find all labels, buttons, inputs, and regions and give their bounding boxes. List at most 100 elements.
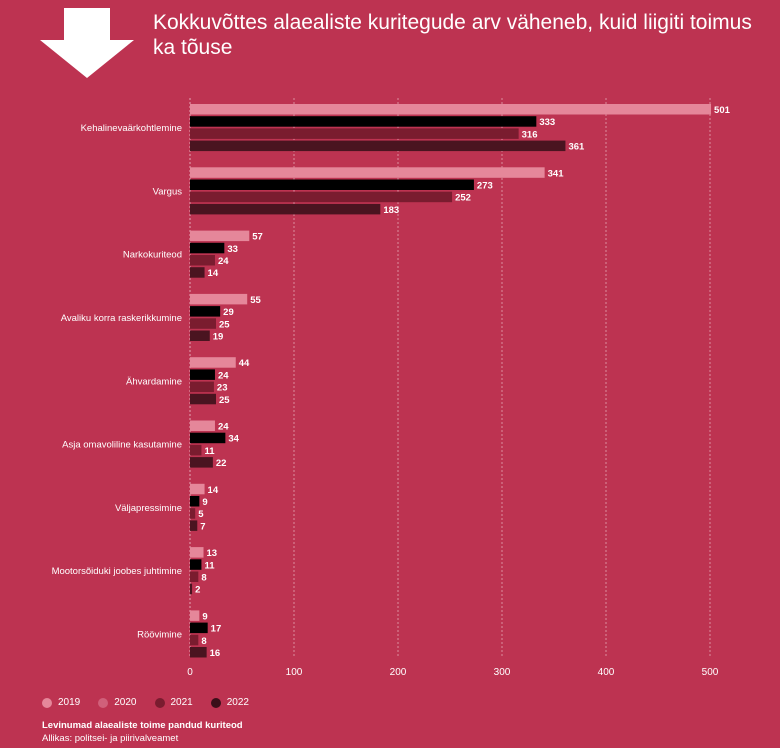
bar-2021 xyxy=(190,318,216,329)
value-label: 183 xyxy=(383,205,399,216)
legend-label: 2021 xyxy=(170,697,193,708)
bar-chart: 5013333163613412732521835733241455292519… xyxy=(52,98,731,678)
bar-2021 xyxy=(190,508,196,519)
value-label: 11 xyxy=(204,446,215,457)
value-label: 361 xyxy=(568,142,585,153)
bar-2019 xyxy=(190,547,204,558)
value-label: 33 xyxy=(227,244,238,255)
value-label: 57 xyxy=(252,232,263,243)
bars xyxy=(190,104,712,658)
category-label: Narkokuriteod xyxy=(123,250,182,261)
bar-2019 xyxy=(190,483,205,495)
legend-swatch xyxy=(210,697,221,708)
value-label: 501 xyxy=(714,105,731,116)
legend-swatch xyxy=(98,697,109,708)
bar-2020 xyxy=(190,496,200,507)
x-tick-label: 200 xyxy=(390,667,407,678)
legend-label: 2019 xyxy=(58,697,81,708)
bar-2020 xyxy=(190,369,215,380)
x-tick-label: 300 xyxy=(494,667,511,678)
chart-title: Kokkuvõttes alaealiste kuritegude arv vä… xyxy=(153,11,752,59)
value-label: 9 xyxy=(202,611,207,622)
bar-2022 xyxy=(190,267,205,278)
value-label: 19 xyxy=(213,332,224,343)
bar-2020 xyxy=(190,116,537,127)
bar-2021 xyxy=(190,634,199,646)
bar-2020 xyxy=(190,622,208,634)
category-labels: Kehalinevaärkohtlemine Vargus Narkokuriteo… xyxy=(52,123,183,640)
bar-2022 xyxy=(190,647,207,658)
bar-2021 xyxy=(190,571,199,582)
bar-2020 xyxy=(190,306,221,317)
legend: 2019 2020 2021 2022 xyxy=(42,697,249,708)
bar-2020 xyxy=(190,179,474,190)
grid-lines xyxy=(189,98,711,658)
category-label: Mootorsõiduki joobes juhtimine xyxy=(52,566,182,577)
category-label: Avaliku korra raskerikkumine xyxy=(61,313,182,324)
value-label: 44 xyxy=(239,358,250,369)
bar-2022 xyxy=(190,393,216,405)
bar-2022 xyxy=(190,140,566,152)
value-label: 34 xyxy=(228,434,239,445)
x-tick-label: 400 xyxy=(598,667,615,678)
category-label: Ähvardamine xyxy=(126,376,182,387)
x-tick-label: 500 xyxy=(702,667,719,678)
value-label: 2 xyxy=(195,585,200,596)
value-label: 29 xyxy=(223,307,234,318)
down-arrow-icon xyxy=(40,8,134,78)
value-labels: 5013333163613412732521835733241455292519… xyxy=(195,105,731,659)
legend-swatch xyxy=(154,697,165,708)
caption-source: Allikas: politsei- ja piirivalveamet xyxy=(42,733,179,744)
legend-item-2020: 2020 xyxy=(98,697,137,708)
value-label: 24 xyxy=(218,256,229,267)
value-label: 23 xyxy=(217,383,228,394)
value-label: 17 xyxy=(211,624,222,635)
bar-2022 xyxy=(190,520,198,531)
value-label: 8 xyxy=(201,573,206,584)
bar-2019 xyxy=(190,230,250,242)
legend-label: 2020 xyxy=(114,697,137,708)
value-label: 24 xyxy=(218,422,229,433)
x-tick-label: 0 xyxy=(187,667,193,678)
bar-2022 xyxy=(190,330,210,341)
bar-2022 xyxy=(190,583,193,595)
bar-2019 xyxy=(190,167,545,178)
value-label: 14 xyxy=(208,268,219,279)
value-label: 13 xyxy=(207,548,218,559)
bar-2021 xyxy=(190,444,202,456)
category-label: Asja omavoliline kasutamine xyxy=(62,440,182,451)
caption: Levinumad alaealiste toime pandud kurite… xyxy=(42,719,243,745)
value-label: 55 xyxy=(250,295,261,306)
value-label: 16 xyxy=(210,648,221,659)
x-axis-ticks: 0 100 200 300 400 500 xyxy=(187,667,719,678)
legend-item-2021: 2021 xyxy=(154,697,193,708)
value-label: 14 xyxy=(208,485,219,496)
category-label: Vargus xyxy=(153,186,183,197)
value-label: 273 xyxy=(477,181,493,192)
bar-2019 xyxy=(190,420,215,431)
value-label: 8 xyxy=(201,636,206,647)
bar-2022 xyxy=(190,203,381,215)
caption-title: Levinumad alaealiste toime pandud kurite… xyxy=(42,720,243,731)
bar-2021 xyxy=(190,128,519,139)
bar-2021 xyxy=(190,191,453,203)
value-label: 333 xyxy=(539,117,555,128)
legend-label: 2022 xyxy=(226,697,249,708)
bar-2021 xyxy=(190,255,215,266)
legend-swatch xyxy=(42,697,52,708)
bar-2020 xyxy=(190,432,226,444)
bar-2020 xyxy=(190,242,225,254)
value-label: 22 xyxy=(216,458,227,469)
bar-2019 xyxy=(190,357,236,368)
value-label: 25 xyxy=(219,319,230,330)
x-tick-label: 100 xyxy=(286,667,303,678)
legend-item-2022: 2022 xyxy=(210,697,249,708)
category-label: Röövimine xyxy=(137,629,182,640)
value-label: 5 xyxy=(198,509,204,520)
bar-2019 xyxy=(190,104,712,115)
value-label: 25 xyxy=(219,395,230,406)
category-label: Väljapressimine xyxy=(115,503,182,514)
value-label: 252 xyxy=(455,193,471,204)
bar-2022 xyxy=(190,457,213,468)
category-label: Kehalinevaärkohtlemine xyxy=(81,123,182,134)
